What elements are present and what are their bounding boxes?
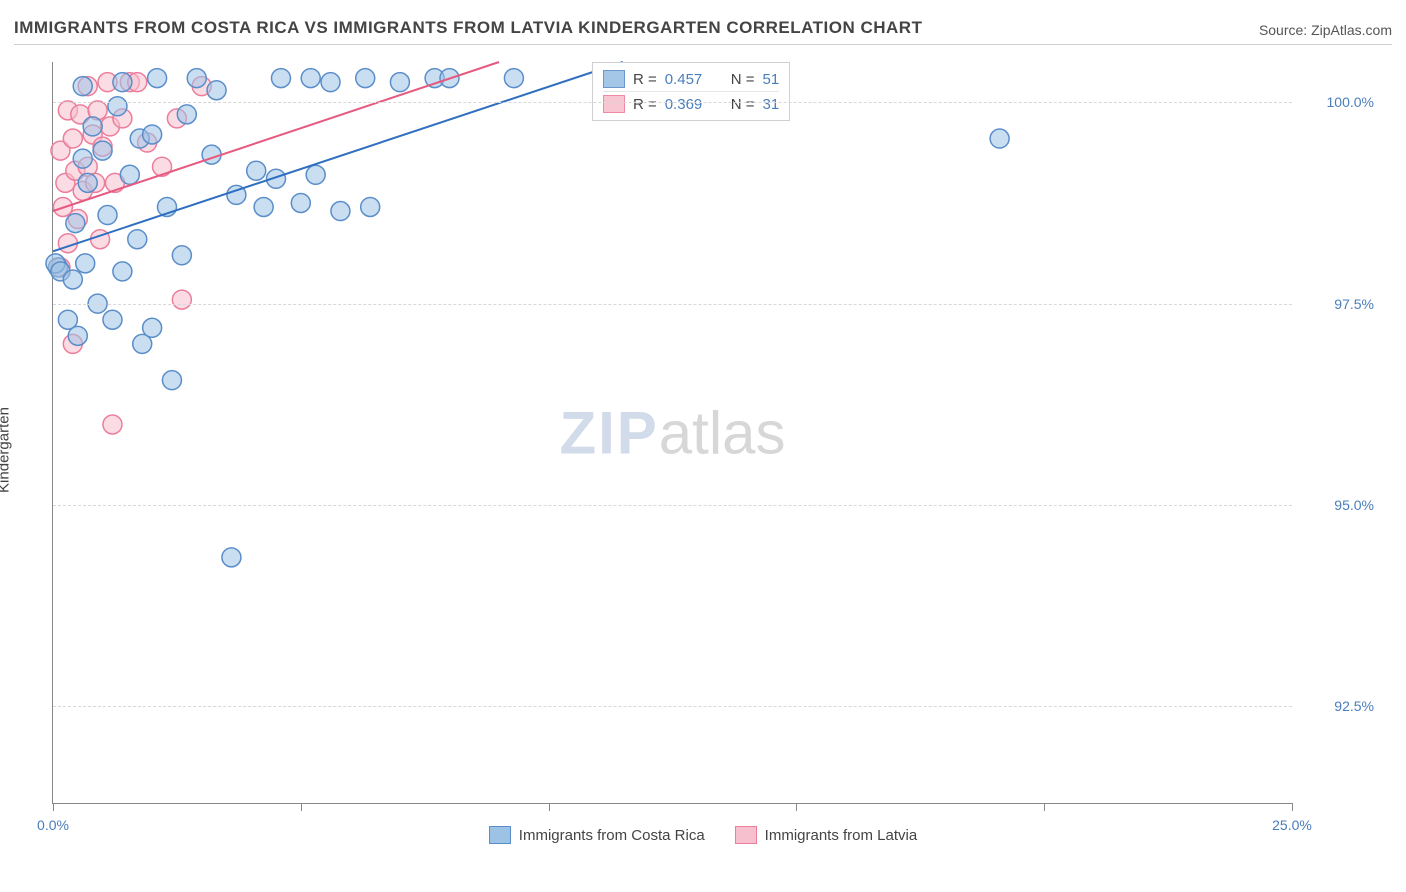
- data-point: [63, 270, 82, 289]
- data-point: [247, 161, 266, 180]
- gridline: [53, 102, 1292, 103]
- data-point: [108, 97, 127, 116]
- data-point: [68, 326, 87, 345]
- data-point: [113, 262, 132, 281]
- y-tick-label: 97.5%: [1334, 296, 1374, 312]
- x-tick: [301, 803, 302, 811]
- data-point: [103, 310, 122, 329]
- data-point: [301, 69, 320, 88]
- data-point: [66, 214, 85, 233]
- data-point: [222, 548, 241, 567]
- legend-n-value: 31: [762, 96, 779, 113]
- data-point: [271, 69, 290, 88]
- data-point: [356, 69, 375, 88]
- data-point: [306, 165, 325, 184]
- data-point: [143, 125, 162, 144]
- x-tick: [1292, 803, 1293, 811]
- data-point: [177, 105, 196, 124]
- data-point: [76, 254, 95, 273]
- legend-r-value: 0.369: [665, 96, 713, 113]
- y-tick-label: 92.5%: [1334, 698, 1374, 714]
- data-point: [93, 141, 112, 160]
- y-tick-label: 100.0%: [1327, 94, 1374, 110]
- data-point: [207, 81, 226, 100]
- data-point: [172, 246, 191, 265]
- data-point: [113, 73, 132, 92]
- legend-r-label: R =: [633, 71, 657, 88]
- header: IMMIGRANTS FROM COSTA RICA VS IMMIGRANTS…: [14, 18, 1392, 45]
- legend-swatch-latvia: [735, 826, 757, 844]
- gridline: [53, 304, 1292, 305]
- data-point: [291, 193, 310, 212]
- legend-swatch: [603, 95, 625, 113]
- legend-item-latvia: Immigrants from Latvia: [735, 826, 918, 844]
- data-point: [321, 73, 340, 92]
- legend-n-label: N =: [731, 96, 755, 113]
- source-prefix: Source:: [1259, 22, 1311, 38]
- legend-n-label: N =: [731, 71, 755, 88]
- data-point: [148, 69, 167, 88]
- data-point: [73, 77, 92, 96]
- data-point: [83, 117, 102, 136]
- data-point: [73, 149, 92, 168]
- legend-r-label: R =: [633, 96, 657, 113]
- x-tick: [796, 803, 797, 811]
- x-tick: [53, 803, 54, 811]
- x-tick: [549, 803, 550, 811]
- legend-row: R = 0.457 N = 51: [603, 67, 779, 91]
- page-title: IMMIGRANTS FROM COSTA RICA VS IMMIGRANTS…: [14, 18, 922, 38]
- data-point: [63, 129, 82, 148]
- y-tick-label: 95.0%: [1334, 497, 1374, 513]
- data-point: [103, 415, 122, 434]
- plot-area: ZIPatlas R = 0.457N = 51R = 0.369N = 31 …: [52, 62, 1292, 804]
- legend-label-latvia: Immigrants from Latvia: [765, 827, 918, 844]
- legend-swatch: [603, 70, 625, 88]
- data-point: [162, 371, 181, 390]
- legend-r-value: 0.457: [665, 71, 713, 88]
- y-axis-label: Kindergarten: [0, 407, 13, 493]
- source-attribution: Source: ZipAtlas.com: [1259, 22, 1392, 38]
- chart-svg: [53, 62, 1292, 803]
- data-point: [98, 206, 117, 225]
- legend-item-costa-rica: Immigrants from Costa Rica: [489, 826, 705, 844]
- correlation-legend: R = 0.457 N = 51 R = 0.369 N = 31: [592, 62, 790, 121]
- x-tick: [1044, 803, 1045, 811]
- data-point: [990, 129, 1009, 148]
- data-point: [187, 69, 206, 88]
- gridline: [53, 706, 1292, 707]
- data-point: [120, 165, 139, 184]
- data-point: [504, 69, 523, 88]
- data-point: [172, 290, 191, 309]
- plot-container: Kindergarten ZIPatlas R = 0.457N = 51R =…: [14, 48, 1392, 852]
- legend-n-value: 51: [762, 71, 779, 88]
- data-point: [143, 318, 162, 337]
- data-point: [361, 197, 380, 216]
- data-point: [78, 173, 97, 192]
- data-point: [331, 202, 350, 221]
- data-point: [390, 73, 409, 92]
- source-name: ZipAtlas.com: [1311, 22, 1392, 38]
- legend-row: R = 0.369 N = 31: [603, 91, 779, 116]
- series-legend: Immigrants from Costa Rica Immigrants fr…: [14, 826, 1392, 844]
- legend-swatch-costa-rica: [489, 826, 511, 844]
- data-point: [254, 197, 273, 216]
- data-point: [128, 230, 147, 249]
- gridline: [53, 505, 1292, 506]
- legend-label-costa-rica: Immigrants from Costa Rica: [519, 827, 705, 844]
